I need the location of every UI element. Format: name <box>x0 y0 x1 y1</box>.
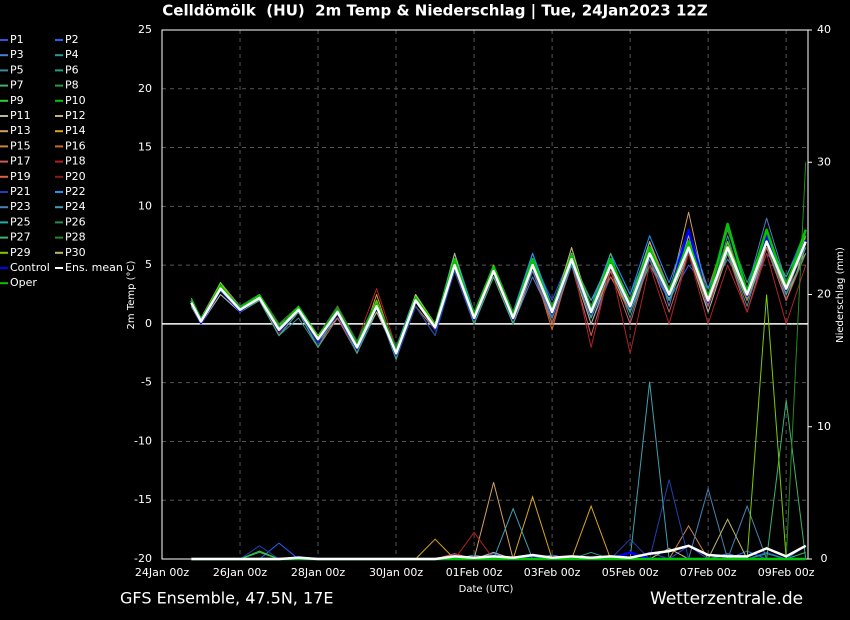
temp-line <box>190 243 807 355</box>
y-tick-label: -5 <box>141 376 152 389</box>
y-tick-label: -15 <box>134 493 152 506</box>
temp-line <box>190 237 807 351</box>
precip-line <box>191 162 807 560</box>
x-tick-label: 24Jan 00z <box>135 566 189 579</box>
temp-line <box>190 247 807 354</box>
x-tick-label: 07Feb 00z <box>680 566 737 579</box>
x-tick-label: 09Feb 00z <box>758 566 815 579</box>
x-tick-label: 01Feb 00z <box>446 566 503 579</box>
y-tick-label: -10 <box>134 434 152 447</box>
legend-label: P28 <box>65 231 86 244</box>
temp-line <box>190 241 807 360</box>
y2-axis-label: Niederschlag (mm) <box>835 247 846 343</box>
legend-label: P4 <box>65 48 79 61</box>
legend-label: Control <box>10 261 50 274</box>
precip-line <box>191 495 806 560</box>
y-tick-label: 10 <box>138 199 152 212</box>
legend-label: P10 <box>65 94 86 107</box>
legend-label: P30 <box>65 246 86 259</box>
temp-line <box>190 235 807 360</box>
precip-line <box>191 518 806 560</box>
legend-label: P2 <box>65 33 79 46</box>
chart-title: Celldömölk (HU) 2m Temp & Niederschlag |… <box>162 2 708 21</box>
legend-label: P25 <box>10 215 31 228</box>
legend-label: P18 <box>65 155 86 168</box>
y-tick-label: 0 <box>145 317 152 330</box>
legend-label: P9 <box>10 94 24 107</box>
legend-label: P26 <box>65 215 86 228</box>
temp-line <box>190 252 807 354</box>
x-tick-label: 30Jan 00z <box>369 566 423 579</box>
y-axis-label: 2m Temp (°C) <box>126 260 137 329</box>
temp-line <box>190 247 807 354</box>
x-tick-label: 26Jan 00z <box>213 566 267 579</box>
x-tick-label: 03Feb 00z <box>524 566 581 579</box>
y2-tick-label: 30 <box>817 155 831 168</box>
legend-label: Ens. mean <box>65 261 123 274</box>
legend-label: P12 <box>65 109 86 122</box>
legend-label: P14 <box>65 124 86 137</box>
legend-label: P8 <box>65 79 79 92</box>
footer-site: Wetterzentrale.de <box>650 589 803 609</box>
footer-source: GFS Ensemble, 47.5N, 17E <box>120 589 333 608</box>
temp-line <box>190 241 807 354</box>
legend-label: P6 <box>65 63 79 76</box>
y-tick-label: 5 <box>145 258 152 271</box>
y2-tick-label: 40 <box>817 23 831 36</box>
legend-label: P3 <box>10 48 24 61</box>
legend-label: Oper <box>10 276 37 289</box>
legend-label: P11 <box>10 109 31 122</box>
y2-tick-label: 20 <box>817 288 831 301</box>
precip-line <box>191 381 806 560</box>
legend-label: P15 <box>10 139 31 152</box>
precip-line <box>191 294 806 560</box>
legend-label: P24 <box>65 200 86 213</box>
y2-tick-label: 10 <box>817 420 831 433</box>
legend-label: P22 <box>65 185 86 198</box>
legend-label: P13 <box>10 124 31 137</box>
precip-line <box>191 544 807 561</box>
temp-line <box>190 235 807 353</box>
legend-label: P17 <box>10 155 31 168</box>
temp-line <box>190 235 807 360</box>
y-tick-label: 15 <box>138 141 152 154</box>
legend-label: P7 <box>10 79 24 92</box>
y-tick-label: 25 <box>138 23 152 36</box>
legend-label: P23 <box>10 200 31 213</box>
y2-tick-label: 0 <box>821 552 828 565</box>
x-axis-label: Date (UTC) <box>459 584 514 595</box>
legend-label: P16 <box>65 139 86 152</box>
legend-label: P19 <box>10 170 31 183</box>
legend-label: P1 <box>10 33 24 46</box>
y-tick-label: -20 <box>134 552 152 565</box>
legend-label: P5 <box>10 63 24 76</box>
legend-label: P29 <box>10 246 31 259</box>
temp-line <box>190 241 807 360</box>
temp-line <box>190 241 807 354</box>
y-tick-label: 20 <box>138 82 152 95</box>
temp-line <box>190 240 807 355</box>
x-tick-label: 28Jan 00z <box>291 566 345 579</box>
precip-line <box>191 400 807 560</box>
legend-label: P27 <box>10 231 31 244</box>
x-tick-label: 05Feb 00z <box>602 566 659 579</box>
legend-label: P20 <box>65 170 86 183</box>
legend-label: P21 <box>10 185 31 198</box>
